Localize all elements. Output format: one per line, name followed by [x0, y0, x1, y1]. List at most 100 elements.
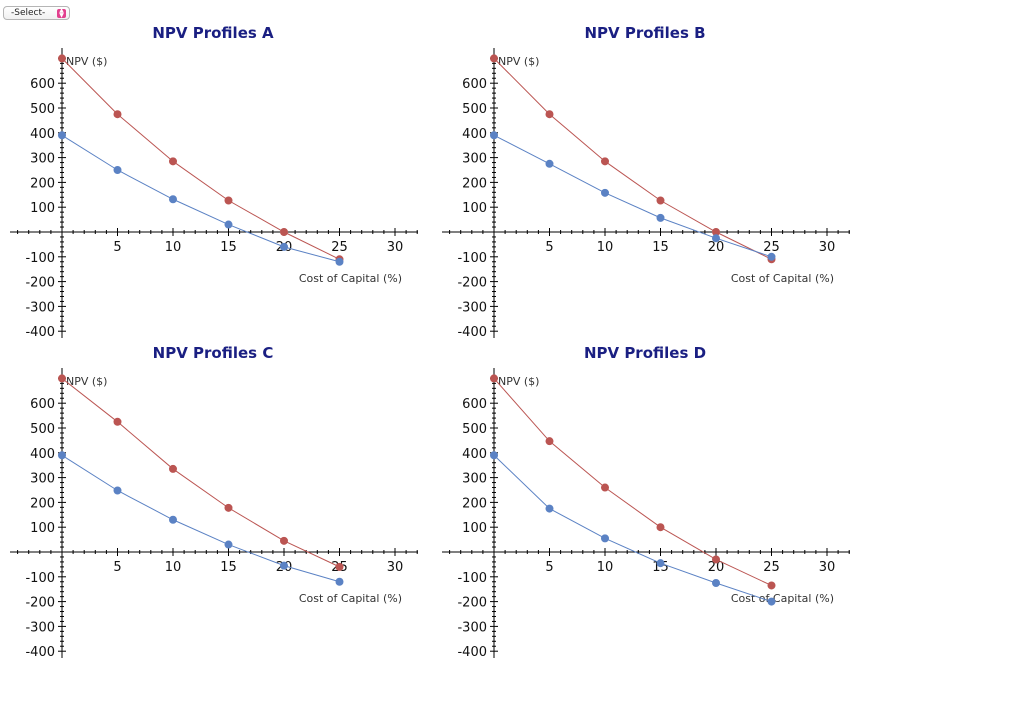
y-tick-label: 400: [462, 127, 487, 142]
y-tick-label: -100: [457, 251, 487, 266]
y-tick-label: 400: [30, 447, 55, 462]
y-tick-label: 400: [462, 447, 487, 462]
y-tick-label: 100: [30, 201, 55, 216]
series-2-point: [767, 597, 776, 606]
series-2-point: [767, 252, 776, 261]
y-tick-label: -400: [457, 325, 487, 340]
y-tick-label: 300: [30, 472, 55, 487]
y-tick-label: -400: [25, 645, 55, 660]
y-tick-label: 500: [462, 422, 487, 437]
series-1-point: [279, 227, 288, 236]
series-1-point: [545, 437, 554, 446]
y-tick-label: 100: [30, 521, 55, 536]
series-line-2: [493, 134, 772, 258]
x-tick-label: 25: [763, 240, 780, 255]
series-2-point: [168, 515, 177, 524]
series-1-point: [490, 54, 499, 63]
series-2-point: [490, 131, 499, 140]
series-2-point: [711, 578, 720, 587]
y-tick-label: -400: [457, 645, 487, 660]
x-tick-label: 10: [165, 240, 182, 255]
select-value: -Select-: [11, 8, 46, 18]
series-1-point: [58, 374, 67, 383]
x-tick-label: 25: [331, 240, 348, 255]
series-2-point: [656, 559, 665, 568]
y-tick-label: -200: [457, 276, 487, 291]
series-2-point: [279, 561, 288, 570]
series-2-point: [335, 577, 344, 586]
y-axis-label: NPV ($): [66, 375, 107, 388]
x-tick-label: 10: [597, 560, 614, 575]
x-tick-label: 15: [652, 560, 669, 575]
x-axis-label: Cost of Capital (%): [299, 592, 402, 605]
series-line-1: [493, 58, 772, 260]
series-2-point: [58, 131, 67, 140]
x-tick-label: 20: [708, 560, 725, 575]
series-2-point: [656, 213, 665, 222]
series-2-point: [545, 504, 554, 513]
chart-title: NPV Profiles B: [584, 24, 705, 42]
series-line-2: [61, 454, 340, 583]
x-axis-label: Cost of Capital (%): [299, 272, 402, 285]
series-1-point: [168, 464, 177, 473]
series-line-2: [493, 454, 772, 603]
y-tick-label: 600: [30, 77, 55, 92]
x-tick-label: 30: [387, 560, 404, 575]
chart-title: NPV Profiles C: [153, 344, 274, 362]
chart-svg: NPV Profiles C51015202530600500400300200…: [10, 344, 418, 660]
series-2-point: [490, 451, 499, 460]
series-2-point: [224, 220, 233, 229]
series-1-point: [58, 54, 67, 63]
y-tick-label: -100: [457, 571, 487, 586]
series-1-point: [767, 581, 776, 590]
y-tick-label: -300: [457, 300, 487, 315]
series-line-1: [493, 378, 772, 586]
y-tick-label: 300: [30, 152, 55, 167]
chart-title: NPV Profiles A: [152, 24, 274, 42]
series-1-point: [168, 157, 177, 166]
y-tick-label: -100: [25, 571, 55, 586]
series-1-point: [113, 417, 122, 426]
chart-npv-profiles-d: NPV Profiles D 5 10 15 20 25 30 600 500 400 300 200…: [432, 338, 872, 668]
y-tick-label: 100: [462, 201, 487, 216]
y-tick-label: 300: [462, 472, 487, 487]
select-arrows-icon: ▲ ▼: [57, 8, 66, 18]
series-1-point: [656, 523, 665, 532]
x-axis-label: Cost of Capital (%): [731, 272, 834, 285]
x-tick-label: 20: [708, 240, 725, 255]
x-tick-label: 30: [819, 240, 836, 255]
y-tick-label: 200: [30, 496, 55, 511]
series-2-point: [168, 195, 177, 204]
series-line-1: [61, 378, 340, 568]
y-axis-label: NPV ($): [498, 375, 539, 388]
x-tick-label: 10: [165, 560, 182, 575]
y-tick-label: -300: [25, 300, 55, 315]
chart-svg: NPV Profiles B 5 10 15 20 25 30 600 500 400 300 200…: [442, 24, 850, 340]
y-tick-label: -300: [25, 620, 55, 635]
series-1-point: [113, 110, 122, 119]
y-tick-label: 600: [462, 77, 487, 92]
profile-select[interactable]: -Select- ▲ ▼: [3, 6, 70, 20]
x-tick-label: 30: [819, 560, 836, 575]
series-1-point: [656, 196, 665, 205]
y-axis-label: NPV ($): [498, 55, 539, 68]
series-2-point: [279, 242, 288, 251]
series-2-point: [600, 188, 609, 197]
chart-npv-profiles-a: NPV Profiles A51015202530600500400300200…: [0, 18, 440, 348]
y-tick-label: -200: [25, 596, 55, 611]
y-tick-label: 200: [462, 496, 487, 511]
series-2-point: [711, 234, 720, 243]
chart-svg: NPV Profiles A51015202530600500400300200…: [10, 24, 418, 340]
series-1-point: [600, 483, 609, 492]
series-2-point: [545, 159, 554, 168]
series-2-point: [113, 486, 122, 495]
x-tick-label: 5: [113, 560, 121, 575]
chart-npv-profiles-c: NPV Profiles C51015202530600500400300200…: [0, 338, 440, 668]
y-tick-label: 600: [30, 397, 55, 412]
y-tick-label: 600: [462, 397, 487, 412]
series-1-point: [600, 157, 609, 166]
series-line-1: [61, 58, 340, 260]
y-tick-label: 100: [462, 521, 487, 536]
x-tick-label: 30: [387, 240, 404, 255]
y-tick-label: -300: [457, 620, 487, 635]
